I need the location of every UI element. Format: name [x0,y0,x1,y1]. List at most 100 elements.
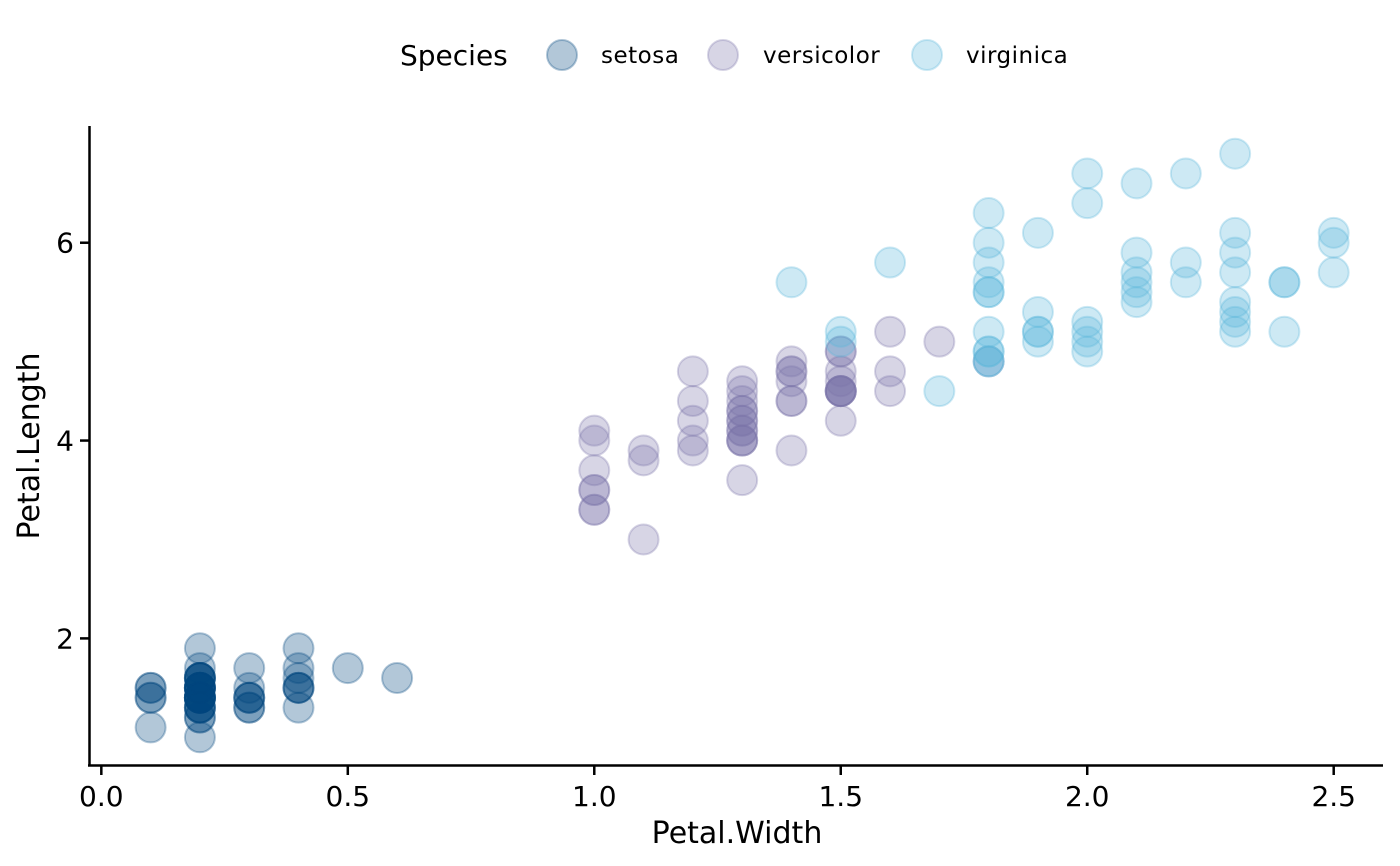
legend-title: Species [400,39,508,72]
data-point-virginica-29 [874,246,907,279]
data-point-virginica-8 [972,246,1005,279]
data-point-virginica-41 [1219,315,1252,348]
data-point-virginica-33 [824,315,857,348]
data-point-virginica-10 [1071,315,1104,348]
data-point-versicolor-32 [676,434,709,467]
data-point-versicolor-18 [824,375,857,408]
data-point-setosa-20 [183,652,216,685]
data-point-setosa-35 [183,701,216,734]
data-point-virginica-1 [1021,315,1054,348]
data-point-setosa-16 [282,691,315,724]
data-point-setosa-28 [183,681,216,714]
x-tick-label: 2.5 [1311,780,1356,813]
data-point-setosa-37 [134,681,167,714]
data-point-versicolor-12 [578,424,611,457]
data-point-versicolor-0 [775,355,808,388]
points-layer [134,137,1350,754]
data-point-setosa-25 [183,661,216,694]
data-point-virginica-23 [972,335,1005,368]
data-point-virginica-18 [1219,137,1252,170]
data-point-virginica-28 [1120,266,1153,299]
data-point-versicolor-29 [578,474,611,507]
x-axis: 0.0 0.5 1.0 1.5 2.0 2.5 [79,764,1383,813]
data-point-virginica-36 [1268,266,1301,299]
data-point-virginica-24 [1120,256,1153,289]
legend-item-setosa: setosa [546,39,679,71]
data-point-setosa-31 [282,671,315,704]
data-point-versicolor-8 [726,365,759,398]
data-point-setosa-41 [233,691,266,724]
data-point-virginica-7 [972,197,1005,230]
data-point-virginica-21 [1071,335,1104,368]
data-point-versicolor-16 [824,375,857,408]
data-point-versicolor-38 [726,414,759,447]
legend-key-setosa [546,39,578,71]
data-point-setosa-22 [183,721,216,754]
data-point-virginica-30 [1021,216,1054,249]
data-point-versicolor-24 [726,394,759,427]
data-point-setosa-32 [134,671,167,704]
data-point-virginica-46 [1021,325,1054,358]
data-point-setosa-9 [134,671,167,704]
data-point-versicolor-1 [824,375,857,408]
data-point-versicolor-41 [775,365,808,398]
data-point-versicolor-27 [923,325,956,358]
data-point-setosa-4 [183,681,216,714]
data-point-setosa-21 [282,671,315,704]
data-point-virginica-19 [824,325,857,358]
x-tick-label: 1.5 [818,780,863,813]
data-point-versicolor-40 [676,384,709,417]
data-point-setosa-1 [183,681,216,714]
data-point-virginica-48 [1219,286,1252,319]
y-ticks: 2 4 6 [56,227,89,655]
data-point-versicolor-20 [972,345,1005,378]
legend-label-virginica: virginica [966,43,1068,69]
data-point-versicolor-47 [726,394,759,427]
data-point-versicolor-17 [578,414,611,447]
data-point-versicolor-34 [824,375,857,408]
data-point-virginica-35 [1219,216,1252,249]
data-point-setosa-45 [233,681,266,714]
data-point-versicolor-21 [726,424,759,457]
x-axis-title: Petal.Width [652,816,823,851]
data-point-virginica-26 [972,345,1005,378]
data-point-virginica-6 [923,375,956,408]
data-point-setosa-42 [183,691,216,724]
data-point-setosa-27 [183,671,216,704]
data-point-versicolor-2 [824,335,857,368]
data-point-virginica-13 [1071,325,1104,358]
data-point-versicolor-33 [874,315,907,348]
y-tick-label: 4 [56,425,74,458]
y-tick-label: 2 [56,622,74,655]
x-tick-label: 0.0 [79,780,124,813]
data-point-versicolor-44 [726,404,759,437]
data-point-virginica-14 [1268,315,1301,348]
x-tick-label: 1.0 [572,780,617,813]
data-point-virginica-34 [775,266,808,299]
data-point-setosa-24 [183,632,216,665]
legend-key-virginica [911,39,943,71]
data-point-setosa-26 [282,661,315,694]
data-point-versicolor-22 [824,335,857,368]
data-point-virginica-27 [972,335,1005,368]
legend-label-versicolor: versicolor [763,43,880,69]
data-point-virginica-45 [1219,305,1252,338]
data-point-versicolor-5 [726,375,759,408]
data-point-virginica-39 [1120,286,1153,319]
data-point-versicolor-19 [627,434,660,467]
data-point-virginica-17 [1169,157,1202,190]
x-tick-label: 2.0 [1065,780,1110,813]
data-point-virginica-42 [1021,315,1054,348]
data-point-setosa-39 [183,671,216,704]
data-point-virginica-12 [1120,276,1153,309]
data-point-setosa-0 [183,681,216,714]
data-point-virginica-44 [1317,256,1350,289]
data-point-setosa-7 [183,671,216,704]
data-point-versicolor-36 [824,355,857,388]
data-point-versicolor-14 [726,464,759,497]
data-point-virginica-16 [972,276,1005,309]
data-point-versicolor-30 [627,444,660,477]
legend: Species setosa versicolor virginica [400,39,1068,72]
data-point-versicolor-3 [726,424,759,457]
